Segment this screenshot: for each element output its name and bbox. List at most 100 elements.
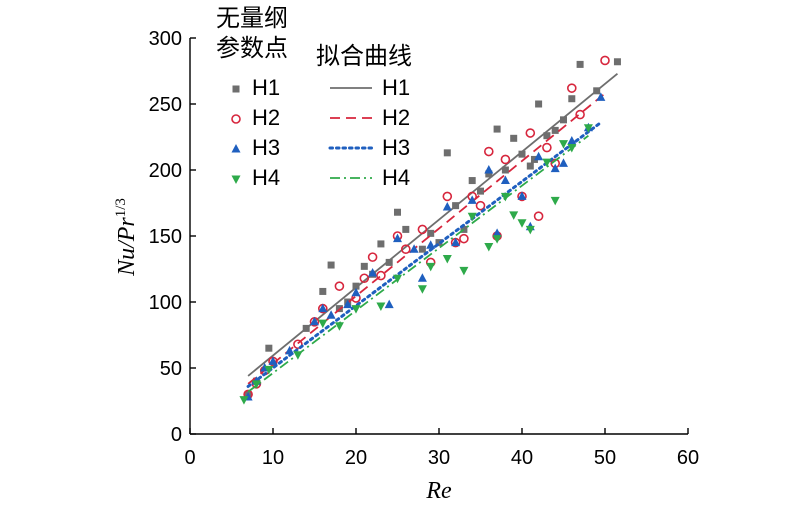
- data-point-h3: [368, 267, 378, 277]
- data-point-h2: [334, 281, 345, 291]
- data-point-h3: [310, 316, 319, 326]
- data-point-h3: [467, 195, 477, 204]
- data-point-h3: [596, 92, 606, 101]
- data-point-h2: [293, 339, 303, 350]
- data-point-h1: [360, 262, 368, 270]
- y-tick-label: 300: [149, 28, 182, 50]
- data-point-h1: [493, 125, 501, 133]
- legend-points-title-line-2: 参数点: [216, 34, 288, 62]
- data-point-h2: [475, 200, 486, 211]
- data-point-h4: [426, 262, 436, 272]
- data-point-h3: [492, 228, 502, 237]
- y-tick-label: 0: [171, 424, 182, 446]
- data-point-h4: [351, 305, 361, 314]
- data-point-h3: [500, 175, 510, 185]
- data-point-h2: [566, 83, 577, 93]
- data-point-h3: [351, 287, 361, 297]
- data-point-h1: [543, 132, 551, 140]
- data-point-h4: [559, 140, 568, 149]
- series-h1: [244, 58, 621, 398]
- y-tick-label: 50: [160, 358, 182, 380]
- data-point-h3: [343, 299, 353, 309]
- data-point-h1: [319, 287, 327, 295]
- data-point-h1: [526, 162, 534, 170]
- legend-marker-h2: [231, 114, 241, 124]
- legend-marker-h1: [232, 85, 240, 93]
- data-point-h1: [535, 100, 543, 108]
- legend-fit-label: H2: [382, 105, 410, 130]
- data-point-h1: [530, 155, 538, 163]
- data-point-h1: [443, 149, 451, 157]
- data-point-h4: [542, 158, 552, 168]
- data-point-h3: [318, 303, 328, 313]
- data-point-h3: [517, 191, 527, 200]
- data-point-h4: [251, 380, 261, 389]
- data-point-h4: [550, 196, 560, 206]
- data-point-h4: [492, 235, 502, 244]
- data-point-h3: [409, 244, 419, 253]
- axes: 0 10 20 30 40 50 60 0 50 100 150 200 250 300: [149, 28, 700, 469]
- data-point-h3: [393, 233, 402, 243]
- data-point-h2: [400, 244, 411, 254]
- data-point-h4: [334, 322, 344, 331]
- data-point-h4: [239, 396, 249, 405]
- data-point-h3: [417, 273, 427, 282]
- data-point-h1: [394, 208, 401, 216]
- series-h4: [239, 124, 593, 405]
- x-tick-label: 30: [428, 447, 450, 469]
- data-point-h4: [517, 219, 527, 228]
- x-axis-title: Re: [425, 478, 452, 504]
- data-point-h1: [427, 229, 435, 237]
- data-point-h4: [442, 254, 452, 264]
- x-tick-label: 0: [184, 447, 195, 469]
- data-point-h4: [484, 243, 494, 252]
- x-tick-label: 50: [594, 447, 616, 469]
- legend-fit-label: H1: [382, 75, 410, 100]
- data-point-h1: [460, 225, 468, 233]
- data-point-h3: [567, 135, 577, 145]
- data-point-h3: [442, 201, 452, 211]
- legend-point-label: H2: [252, 105, 280, 130]
- data-point-h2: [417, 224, 428, 235]
- legend-marker-h4: [231, 175, 241, 184]
- data-point-h2: [442, 191, 453, 202]
- data-point-h3: [268, 356, 278, 365]
- data-point-h4: [417, 285, 427, 294]
- data-point-h1: [385, 258, 393, 266]
- data-point-h1: [518, 150, 526, 158]
- legend-point-label: H3: [252, 135, 280, 160]
- data-point-h1: [551, 126, 559, 134]
- x-tick-label: 10: [262, 447, 284, 469]
- data-point-h1: [510, 134, 518, 142]
- plot-area: [239, 55, 621, 405]
- y-axis-title: Nu/Pr1/3: [113, 198, 140, 277]
- data-point-h1: [352, 282, 360, 290]
- data-point-h1: [377, 240, 385, 248]
- data-point-h4: [467, 212, 477, 222]
- data-point-h3: [534, 151, 544, 161]
- data-point-h4: [264, 365, 274, 375]
- fit-line-h2: [247, 92, 606, 385]
- legend: 无量纲 参数点 拟合曲线 H1 H1 H2 H2 H3 H3 H4 H4: [216, 4, 412, 190]
- legend-point-label: H1: [252, 75, 280, 100]
- legend-marker-h3: [231, 144, 241, 153]
- y-tick-label: 250: [149, 94, 182, 116]
- legend-fit-title: 拟合曲线: [316, 42, 412, 70]
- data-point-h3: [384, 299, 394, 309]
- data-point-h1: [435, 239, 443, 247]
- data-point-h1: [265, 344, 273, 352]
- data-point-h4: [509, 211, 519, 220]
- x-tick-label: 20: [345, 447, 367, 469]
- data-point-h4: [376, 302, 386, 311]
- fit-line-h1: [247, 72, 619, 377]
- data-point-h3: [559, 158, 568, 167]
- legend-fit-label: H3: [382, 135, 410, 160]
- y-tick-label: 100: [149, 292, 182, 314]
- data-point-h3: [326, 310, 336, 319]
- data-point-h2: [500, 154, 511, 165]
- data-point-h2: [575, 109, 585, 120]
- data-point-h1: [613, 58, 621, 66]
- x-tick-label: 40: [511, 447, 533, 469]
- y-tick-label: 150: [149, 226, 182, 248]
